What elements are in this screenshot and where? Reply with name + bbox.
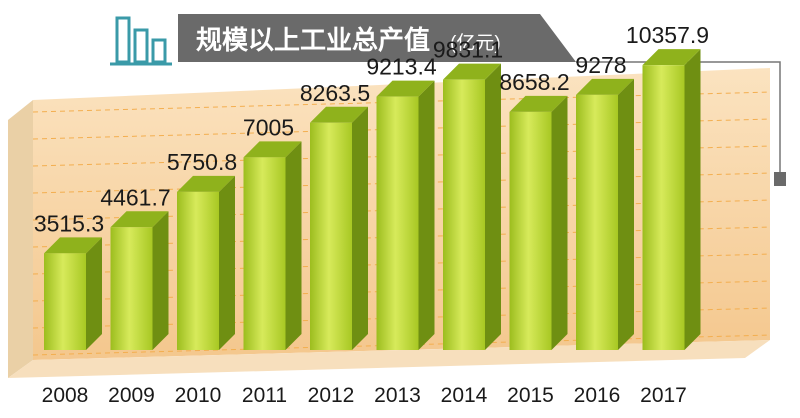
value-label: 7005 [243,114,294,140]
bar-top [376,80,435,97]
bar-2016 [576,78,634,350]
x-tick-label: 2015 [507,384,554,407]
value-label: 4461.7 [100,184,170,210]
bar-side [551,95,568,350]
x-tick-label: 2017 [640,384,687,407]
bar-2009 [110,211,169,350]
bar-side [152,211,169,350]
bar-2011 [243,141,302,350]
bar-side [418,80,435,350]
chart-title: 规模以上工业总产值 [196,25,430,55]
value-label: 9831.1 [433,37,503,63]
bar-front [443,79,485,351]
bar-side [618,78,634,350]
bar-side [352,106,368,350]
x-tick-label: 2008 [42,384,89,407]
value-label: 9278 [575,52,626,78]
bar-2014 [443,63,501,351]
banner-connector [576,61,781,175]
bar-2013 [376,80,435,350]
x-tick-label: 2012 [308,384,355,407]
bar-side [485,63,501,351]
bar-front [310,122,352,350]
bar-side [684,49,701,351]
x-tick-label: 2016 [574,384,621,407]
bar-top [310,106,368,123]
value-label: 8263.5 [300,80,370,106]
bar-front [376,96,419,350]
bar-top [509,95,568,112]
bar-chart-icon [110,16,172,66]
bar-front [576,94,618,350]
value-label: 5750.8 [167,149,237,175]
value-label: 10357.9 [626,22,709,48]
bar-2015 [509,95,568,350]
banner-connector-marker [774,172,786,186]
bar-top [110,211,169,228]
bar-front [509,111,552,350]
x-tick-label: 2010 [175,384,222,407]
x-axis-tick-labels: 2008 2009 2010 2011 2012 2013 2014 2015 2016 2017 [42,384,687,407]
x-tick-label: 2013 [374,384,421,407]
value-label: 9213.4 [366,54,437,80]
bar-2012 [310,106,368,350]
bar-top [642,49,701,66]
title-banner [178,14,576,62]
bar-front [110,227,153,350]
bar-side [219,175,235,350]
bar-side [285,141,302,350]
bar-top [177,175,235,192]
value-label: 8658.2 [499,69,569,95]
bar-front [642,65,685,351]
bar-side [86,237,102,350]
bar-front [44,253,86,350]
plot-left-wall [8,100,33,378]
x-tick-label: 2009 [108,384,155,407]
bar-top [243,141,302,158]
bar-front [243,157,286,350]
bar-top [576,78,634,95]
x-tick-label: 2014 [441,384,488,407]
bar-2017 [642,49,701,351]
bars [44,49,701,351]
bar-top [443,63,501,80]
value-label: 3515.3 [34,210,104,236]
bar-front [177,191,219,350]
bar-2008 [44,237,102,350]
chart-unit: (亿元) [450,32,501,54]
x-tick-label: 2011 [242,384,287,407]
bar-2010 [177,175,235,350]
bar-top [44,237,102,254]
